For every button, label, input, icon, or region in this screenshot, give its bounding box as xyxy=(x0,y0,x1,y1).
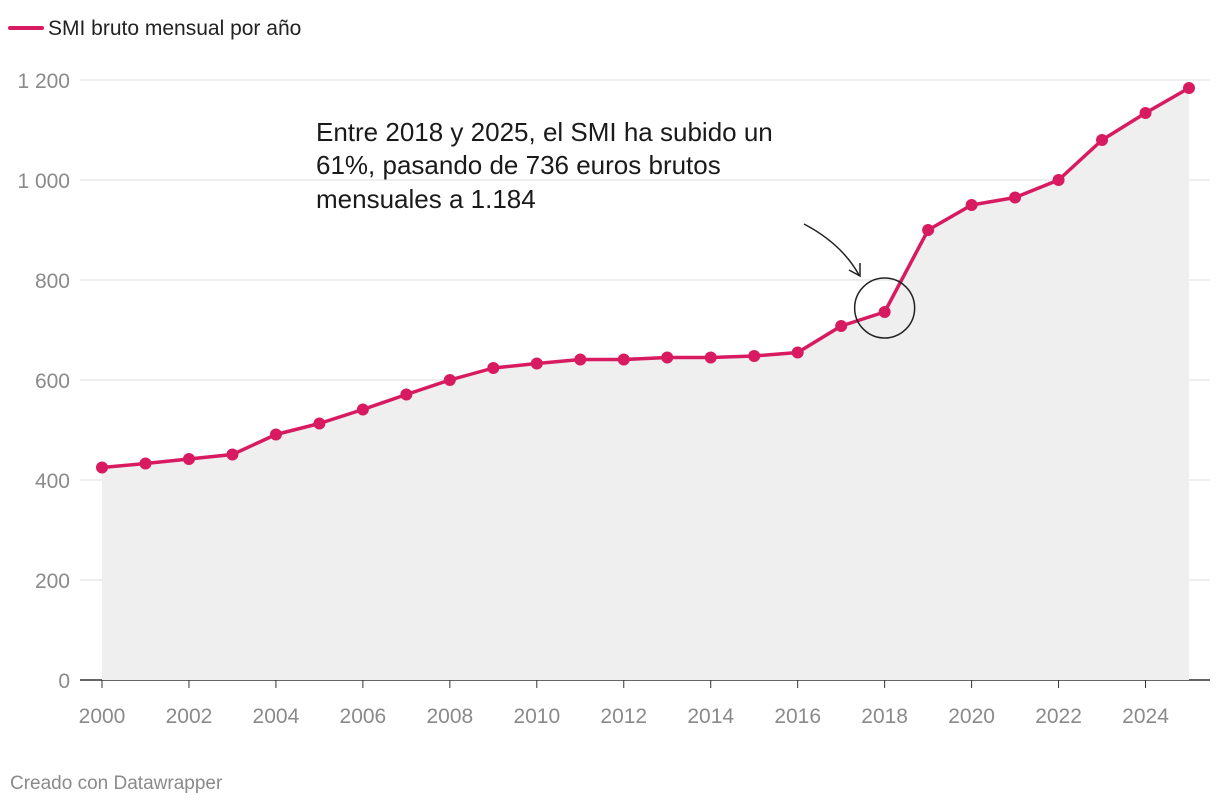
y-tick-label: 600 xyxy=(35,370,70,393)
data-point xyxy=(96,461,108,474)
x-tick-label: 2020 xyxy=(948,705,995,728)
line-layer xyxy=(100,86,1191,470)
data-point xyxy=(139,457,152,470)
data-points xyxy=(96,82,1195,474)
y-tick-label: 1 000 xyxy=(17,170,70,193)
x-tick-label: 2016 xyxy=(774,705,821,728)
data-point xyxy=(835,320,848,332)
annotation-line-1: Entre 2018 y 2025, el SMI ha subido un xyxy=(316,117,773,147)
x-tick-label: 2002 xyxy=(166,705,213,728)
data-point xyxy=(269,428,282,441)
data-point xyxy=(748,350,761,362)
series-line xyxy=(100,86,1191,470)
credit: Creado con Datawrapper xyxy=(10,773,223,794)
x-tick-label: 2014 xyxy=(687,705,734,728)
x-tick-label: 2008 xyxy=(426,705,473,728)
data-point xyxy=(1183,82,1195,94)
data-point xyxy=(1009,191,1022,204)
data-point xyxy=(1096,134,1109,146)
data-point xyxy=(1052,174,1065,186)
data-point xyxy=(704,351,717,364)
series-area xyxy=(102,88,1189,680)
annotation: Entre 2018 y 2025, el SMI ha subido un 6… xyxy=(316,117,916,339)
data-point xyxy=(400,388,413,401)
legend-label: SMI bruto mensual por año xyxy=(48,17,301,40)
data-point xyxy=(313,417,326,430)
data-point xyxy=(878,306,891,318)
y-tick-label: 200 xyxy=(35,570,70,593)
x-tick-label: 2012 xyxy=(600,705,647,728)
annotation-line-2: 61%, pasando de 736 euros brutos xyxy=(316,150,721,180)
legend: SMI bruto mensual por año xyxy=(8,17,301,40)
data-point xyxy=(356,403,369,416)
x-tick-label: 2022 xyxy=(1035,705,1082,728)
x-tick-label: 2024 xyxy=(1122,705,1169,728)
data-point xyxy=(487,362,500,374)
annotation-line-3: mensuales a 1.184 xyxy=(316,184,536,214)
annotation-arrow xyxy=(803,223,860,276)
y-tick-label: 0 xyxy=(58,670,70,693)
y-tick-label: 1 200 xyxy=(17,70,70,93)
data-point xyxy=(182,453,195,465)
data-point xyxy=(922,224,935,236)
x-tick-label: 2010 xyxy=(513,705,560,728)
x-axis: 2000 2002 2004 2006 2008 2010 2012 2014 2016 2018… xyxy=(79,680,1169,728)
annotation-circle xyxy=(853,277,916,339)
data-point xyxy=(661,351,674,364)
data-point xyxy=(617,353,630,366)
x-tick-label: 2004 xyxy=(253,705,300,728)
area-layer xyxy=(102,88,1189,680)
data-point xyxy=(443,374,456,386)
annotation-arrowhead xyxy=(848,263,861,278)
data-point xyxy=(574,353,587,366)
data-point xyxy=(1139,107,1152,119)
x-tick-label: 2000 xyxy=(79,705,126,728)
y-axis: 0 200 400 600 800 1 000 1 200 xyxy=(17,70,70,693)
data-point xyxy=(226,448,239,461)
x-tick-label: 2018 xyxy=(861,705,908,728)
data-point xyxy=(530,357,543,370)
y-tick-label: 800 xyxy=(35,270,70,293)
data-point xyxy=(791,346,804,359)
y-tick-label: 400 xyxy=(35,470,70,493)
x-tick-label: 2006 xyxy=(340,705,387,728)
data-point xyxy=(965,199,978,211)
